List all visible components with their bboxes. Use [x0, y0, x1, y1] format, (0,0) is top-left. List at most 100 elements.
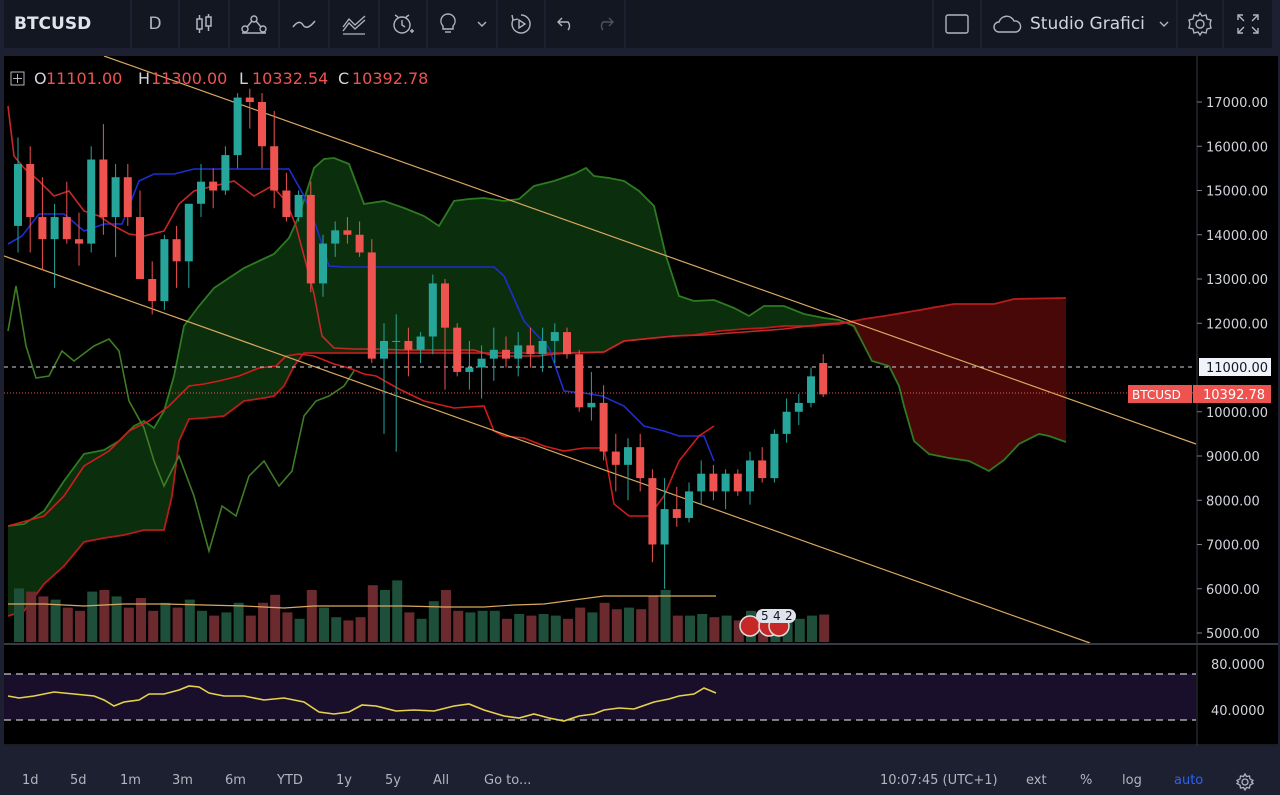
candle-17: [221, 146, 230, 195]
candle-18: [233, 93, 242, 169]
rsi-line: [7, 685, 717, 722]
layout-button[interactable]: Studio Grafici: [982, 0, 1176, 48]
replay-button[interactable]: [498, 0, 544, 48]
range-6m[interactable]: 6m: [225, 773, 246, 788]
auto-toggle[interactable]: auto: [1174, 773, 1204, 788]
last-price-marker: BTCUSD 10392.78: [1128, 385, 1271, 403]
compare-button[interactable]: [230, 0, 278, 48]
goto-button[interactable]: Go to...: [484, 773, 532, 788]
candle-31: [392, 314, 401, 452]
interval-button[interactable]: D: [132, 0, 178, 48]
events-badge[interactable]: 5 4 2: [739, 609, 796, 637]
candle-56: [697, 460, 706, 505]
templates-button[interactable]: [330, 0, 378, 48]
candle-61: [758, 447, 767, 483]
percent-toggle[interactable]: %: [1080, 773, 1093, 788]
range-3m[interactable]: 3m: [172, 773, 193, 788]
volume-bar-4: [62, 607, 73, 642]
templates-icon: [342, 15, 366, 35]
expand-button[interactable]: [1224, 0, 1272, 48]
indicators-button[interactable]: [280, 0, 328, 48]
clock-label[interactable]: 10:07:45 (UTC+1): [880, 773, 998, 788]
chevron-down-icon[interactable]: [477, 20, 487, 28]
range-all[interactable]: All: [433, 773, 450, 788]
kijun-current-line: [7, 353, 715, 527]
volume-bar-49: [611, 609, 622, 642]
candle-53: [660, 478, 669, 589]
volume-bar-58: [721, 615, 732, 642]
volume-bar-32: [404, 612, 415, 642]
candle-9: [123, 163, 132, 226]
volume-bar-36: [453, 610, 464, 642]
candle-21: [270, 110, 279, 209]
chart-style-button[interactable]: [180, 0, 228, 48]
volume-bar-11: [148, 610, 159, 642]
price-label-8: 9000.00: [1206, 450, 1260, 465]
candle-23: [294, 190, 303, 222]
bottom-toolbar: 1d 5d 1m 3m 6m YTD 1y 5y All Go to... 10…: [0, 768, 1280, 795]
candle-41: [514, 332, 523, 377]
volume-bar-34: [428, 601, 439, 642]
candle-66: [819, 354, 828, 398]
candle-28: [355, 221, 364, 257]
volume-bar-38: [477, 610, 488, 642]
candle-33: [416, 332, 425, 364]
volume-bar-20: [258, 602, 268, 642]
volume-bar-23: [294, 618, 305, 642]
legend-c-label: C: [338, 69, 349, 88]
symbol-search[interactable]: BTCUSD: [4, 0, 130, 48]
volume-ma-line: [8, 595, 716, 609]
candle-34: [428, 274, 437, 355]
volume-bar-41: [514, 614, 525, 642]
candle-37: [465, 340, 474, 390]
price-label-2: 15000.00: [1206, 185, 1268, 200]
legend-o-value: 11101.00: [46, 69, 122, 88]
candle-44: [550, 323, 559, 364]
candle-39: [489, 327, 498, 381]
price-chart[interactable]: O 11101.00 H 11300.00 L 10332.54 C 10392…: [3, 55, 1278, 766]
settings-button[interactable]: [1178, 0, 1222, 48]
volume-bar-30: [380, 590, 390, 642]
alert-icon: [393, 14, 414, 34]
undo-icon[interactable]: [556, 16, 576, 32]
compare-icon: [241, 15, 267, 34]
volume-bar-54: [672, 615, 683, 642]
candle-2: [38, 177, 47, 271]
volume-bar-19: [245, 615, 256, 642]
gear-icon: [1188, 11, 1212, 37]
price-axis[interactable]: 17000.00 16000.00 15000.00 14000.00 13000.00…: [1197, 96, 1268, 642]
price-label-10: 7000.00: [1206, 539, 1260, 554]
axis-settings-gear-icon[interactable]: [1236, 773, 1254, 791]
volume-bar-59: [733, 620, 744, 642]
range-5d[interactable]: 5d: [70, 773, 87, 788]
range-1y[interactable]: 1y: [336, 773, 352, 788]
alert-button[interactable]: [380, 0, 426, 48]
range-5y[interactable]: 5y: [385, 773, 401, 788]
price-label-1: 16000.00: [1206, 140, 1268, 155]
rsi-axis-label-40: 40.0000: [1211, 704, 1265, 719]
fullscreen-box-button[interactable]: [934, 0, 980, 48]
range-ytd[interactable]: YTD: [277, 773, 303, 788]
candle-6: [87, 146, 96, 253]
ideas-button[interactable]: [428, 0, 496, 48]
candlesticks: [14, 88, 828, 589]
price-label-9: 8000.00: [1206, 494, 1260, 509]
candle-7: [99, 124, 108, 235]
volume-bar-35: [441, 590, 451, 642]
candle-58: [721, 469, 730, 510]
ext-toggle[interactable]: ext: [1026, 773, 1047, 788]
log-toggle[interactable]: log: [1122, 773, 1142, 788]
range-1m[interactable]: 1m: [120, 773, 141, 788]
volume-bar-40: [502, 618, 512, 642]
candle-59: [733, 469, 742, 496]
candle-22: [282, 172, 291, 222]
candle-55: [685, 482, 693, 523]
candle-8: [111, 163, 120, 257]
chart-pane[interactable]: O 11101.00 H 11300.00 L 10332.54 C 10392…: [3, 55, 1278, 766]
redo-icon[interactable]: [595, 16, 615, 32]
candle-63: [782, 398, 791, 443]
volume-bar-29: [367, 585, 378, 642]
indicator-lines: [3, 55, 1197, 644]
candle-64: [794, 394, 803, 426]
range-1d[interactable]: 1d: [22, 773, 39, 788]
